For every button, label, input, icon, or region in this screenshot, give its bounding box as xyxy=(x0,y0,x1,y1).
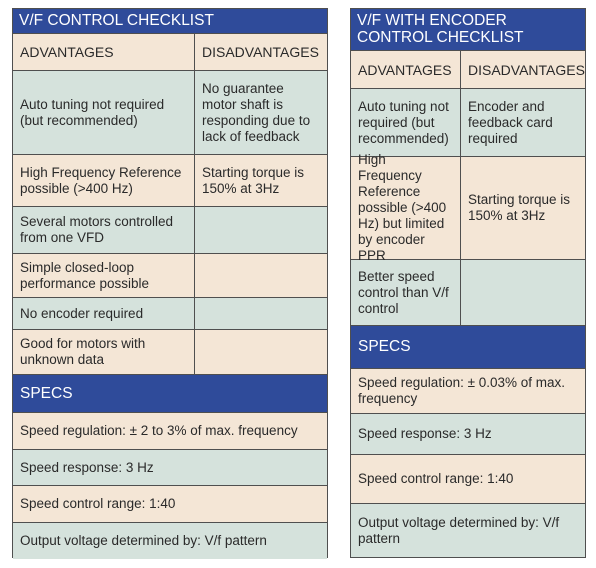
spec-row: Output voltage determined by: V/f patter… xyxy=(351,504,585,557)
spec-text: Speed regulation: ± 0.03% of max. freque… xyxy=(358,375,566,406)
vf-encoder-control-checklist-panel: V/F WITH ENCODER CONTROL CHECKLIST ADVAN… xyxy=(350,8,586,558)
table-row: Good for motors with unknown data xyxy=(13,330,327,375)
spec-text: Speed response: 3 Hz xyxy=(20,459,154,475)
panel-title: V/F CONTROL CHECKLIST xyxy=(13,9,327,34)
advantage-cell: High Frequency Reference possible (>400 … xyxy=(351,152,461,263)
advantage-cell: Several motors controlled from one VFD xyxy=(13,207,195,253)
specs-header: SPECS xyxy=(351,326,585,369)
disadvantage-cell xyxy=(195,207,327,253)
disadvantage-cell: Starting torque is 150% at 3Hz xyxy=(468,192,571,223)
advantage-cell: Better speed control than V/f control xyxy=(351,260,461,325)
advantages-header: ADVANTAGES xyxy=(13,34,195,70)
disadvantage-cell xyxy=(195,254,327,297)
table-row: Simple closed-loop performance possible xyxy=(13,254,327,298)
disadvantage-cell xyxy=(195,298,327,329)
table-row: No encoder required xyxy=(13,298,327,330)
advantage-cell: Auto tuning not required (but recommende… xyxy=(351,89,461,156)
spec-text: Output voltage determined by: V/f patter… xyxy=(358,514,560,546)
advantage-cell: Good for motors with unknown data xyxy=(13,330,195,374)
vf-control-checklist-panel: V/F CONTROL CHECKLIST ADVANTAGES DISADVA… xyxy=(12,8,328,559)
advantage-cell: High Frequency Reference possible (>400 … xyxy=(13,155,195,206)
disadvantages-header: DISADVANTAGES xyxy=(202,44,319,60)
spec-text: Speed regulation: ± 2 to 3% of max. freq… xyxy=(20,423,298,438)
spec-row: Output voltage determined by: V/f patter… xyxy=(13,523,327,559)
spec-text: Output voltage determined by: V/f patter… xyxy=(20,533,267,548)
specs-header: SPECS xyxy=(13,375,327,413)
disadvantage-cell xyxy=(461,260,585,325)
spec-text: Speed control range: 1:40 xyxy=(358,471,514,486)
column-header-row: ADVANTAGES DISADVANTAGES xyxy=(351,51,585,89)
panel-title: V/F WITH ENCODER CONTROL CHECKLIST xyxy=(351,9,585,51)
advantage-cell: No encoder required xyxy=(13,298,195,329)
spec-row: Speed control range: 1:40 xyxy=(351,455,585,504)
table-row: High Frequency Reference possible (>400 … xyxy=(351,152,585,263)
disadvantage-cell xyxy=(195,330,327,374)
disadvantage-cell: Starting torque is 150% at 3Hz xyxy=(202,164,305,196)
spec-row: Speed regulation: ± 2 to 3% of max. freq… xyxy=(13,413,327,450)
disadvantage-cell: Encoder and feedback card required xyxy=(468,98,553,146)
spec-row: Speed response: 3 Hz xyxy=(13,450,327,486)
table-row: High Frequency Reference possible (>400 … xyxy=(13,155,327,207)
disadvantages-header: DISADVANTAGES xyxy=(468,61,585,78)
spec-text: Speed control range: 1:40 xyxy=(20,496,176,511)
advantage-cell: Auto tuning not required (but recommende… xyxy=(13,71,195,154)
column-header-row: ADVANTAGES DISADVANTAGES xyxy=(13,34,327,71)
disadvantage-cell: No guarantee motor shaft is responding d… xyxy=(202,80,311,144)
advantage-cell: Simple closed-loop performance possible xyxy=(13,254,195,297)
spec-row: Speed regulation: ± 0.03% of max. freque… xyxy=(351,369,585,414)
table-row: Better speed control than V/f control xyxy=(351,260,585,326)
table-row: Several motors controlled from one VFD xyxy=(13,207,327,254)
advantages-header: ADVANTAGES xyxy=(351,51,461,88)
table-row: Auto tuning not required (but recommende… xyxy=(13,71,327,155)
table-row: Auto tuning not required (but recommende… xyxy=(351,89,585,157)
spec-row: Speed response: 3 Hz xyxy=(351,414,585,455)
spec-row: Speed control range: 1:40 xyxy=(13,486,327,523)
spec-text: Speed response: 3 Hz xyxy=(358,426,492,441)
